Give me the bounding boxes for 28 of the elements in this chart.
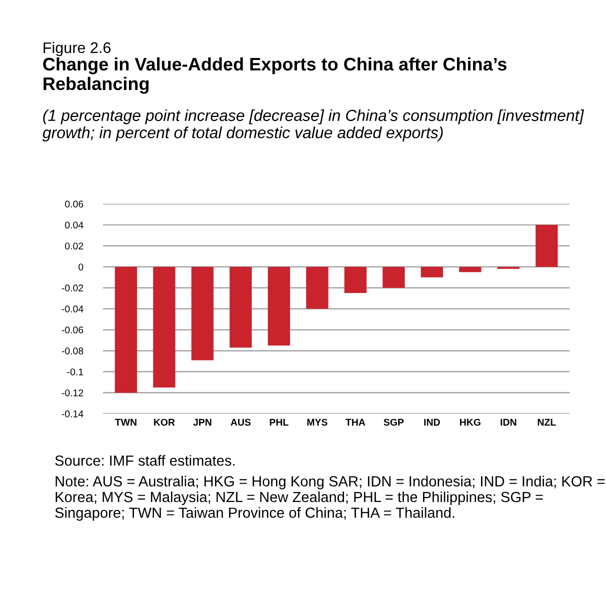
x-tick-label: HKG — [460, 418, 480, 426]
y-tick-label: -0.06 — [62, 326, 84, 334]
y-tick-label: 0.02 — [65, 242, 84, 250]
x-tick-label: IDN — [500, 418, 516, 426]
chart-title: Figure 2.6 — [44, 42, 111, 56]
x-tick-label: PHL — [270, 418, 288, 426]
y-tick-label: 0.04 — [65, 222, 84, 228]
y-tick-label: -0.12 — [62, 389, 84, 396]
text: Note: AUS = Australia; HKG = Hong Kong SAR; IDN = Indonesia; IND = India; KOR = Korea; MYS = Malaysia; NZL = New Zealand; PHL = the Philippines; SGP = Singapore; TWN = Taiwan Province of China; THA = Thailand. — [55, 476, 605, 521]
x-tick-label: THA — [346, 418, 366, 426]
x-tick-label: IND — [424, 418, 440, 426]
y-tick-label: -0.1 — [67, 368, 84, 376]
y-tick-label: -0.04 — [62, 306, 84, 312]
chart-subtitle: Change in Value-Added Exports to China after China’s Rebalancing — [43, 57, 506, 94]
y-tick-label: -0.02 — [62, 284, 84, 292]
x-tick-label: TWN — [115, 418, 136, 426]
x-tick-label: JPN — [193, 418, 212, 426]
source-note: Source: IMF staff estimates. — [55, 455, 234, 466]
y-tick-label: -0.14 — [62, 410, 84, 418]
y-tick-label: 0 — [78, 264, 84, 270]
x-tick-label: SGP — [384, 418, 404, 426]
y-axis-title: (1 percentage point increase [decrease] in China’s consumption [investment] growth; in percent of total domestic value added exports) — [42, 109, 584, 142]
y-tick-label: 0.06 — [65, 200, 84, 208]
x-tick-label: AUS — [230, 418, 251, 426]
y-tick-label: -0.08 — [62, 347, 84, 354]
x-tick-label: KOR — [154, 418, 175, 426]
x-tick-label: MYS — [307, 418, 328, 426]
x-tick-label: NZL — [538, 418, 556, 426]
